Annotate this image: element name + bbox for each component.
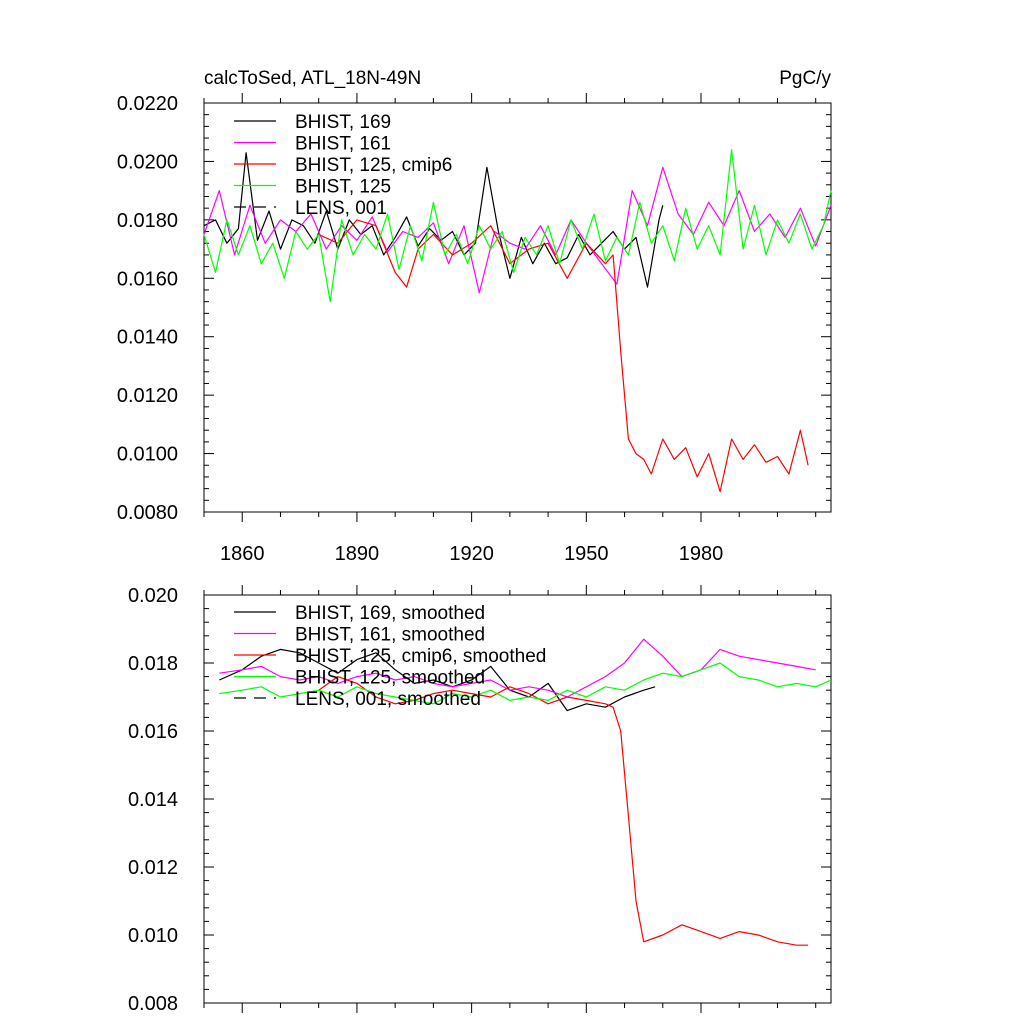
legend-label: BHIST, 125, cmip6, smoothed xyxy=(295,646,546,667)
x-tick-label: 1950 xyxy=(564,543,609,565)
legend-label: BHIST, 125 xyxy=(295,177,391,198)
legend-label: BHIST, 125, cmip6 xyxy=(295,155,452,176)
x-tick-label: 1890 xyxy=(335,543,380,565)
x-tick-label: 1860 xyxy=(220,543,265,565)
y-tick-label: 0.018 xyxy=(128,653,178,675)
series-line-3 xyxy=(203,149,832,303)
legend-label: BHIST, 169, smoothed xyxy=(295,603,485,624)
top-panel: calcToSed, ATL_18N-49N PgC/y 0.0080 0.0100 0… xyxy=(117,68,832,565)
series-line-0 xyxy=(219,648,656,712)
series-line-2 xyxy=(318,219,809,493)
legend-label: LENS, 001 xyxy=(295,198,387,219)
series-line-0 xyxy=(203,152,664,288)
x-tick-label: 1980 xyxy=(679,543,724,565)
y-tick-label: 0.0200 xyxy=(117,151,178,173)
y-tick-label: 0.014 xyxy=(128,789,178,811)
bottom-panel: 0.008 0.010 0.012 0.014 0.016 0.018 0.020 BHIST… xyxy=(128,585,832,1015)
series-line-1 xyxy=(203,166,832,294)
series-line-3 xyxy=(219,662,832,705)
legend-label: LENS, 001, smoothed xyxy=(295,689,481,710)
y-tick-label: 0.010 xyxy=(128,925,178,947)
y-tick-label: 0.0080 xyxy=(117,502,178,524)
y-tick-label: 0.008 xyxy=(128,993,178,1015)
x-tick-label: 1920 xyxy=(449,543,494,565)
plot-frame xyxy=(203,102,832,513)
chart-title: calcToSed, ATL_18N-49N xyxy=(204,68,421,89)
series-line-1 xyxy=(219,638,816,698)
series-line-2 xyxy=(318,675,809,946)
y-tick-label: 0.0100 xyxy=(117,444,178,466)
y-tick-label: 0.020 xyxy=(128,585,178,607)
legend-label: BHIST, 169 xyxy=(295,112,391,133)
y-tick-label: 0.0120 xyxy=(117,385,178,407)
y-tick-label: 0.0220 xyxy=(117,93,178,115)
y-tick-label: 0.016 xyxy=(128,721,178,743)
units-label: PgC/y xyxy=(779,68,831,89)
legend-label: BHIST, 125, smoothed xyxy=(295,668,485,689)
legend-label: BHIST, 161, smoothed xyxy=(295,625,485,646)
y-tick-label: 0.0160 xyxy=(117,268,178,290)
legend-label: BHIST, 161 xyxy=(295,134,391,155)
y-tick-label: 0.012 xyxy=(128,857,178,879)
y-tick-label: 0.0140 xyxy=(117,327,178,349)
y-tick-label: 0.0180 xyxy=(117,210,178,232)
